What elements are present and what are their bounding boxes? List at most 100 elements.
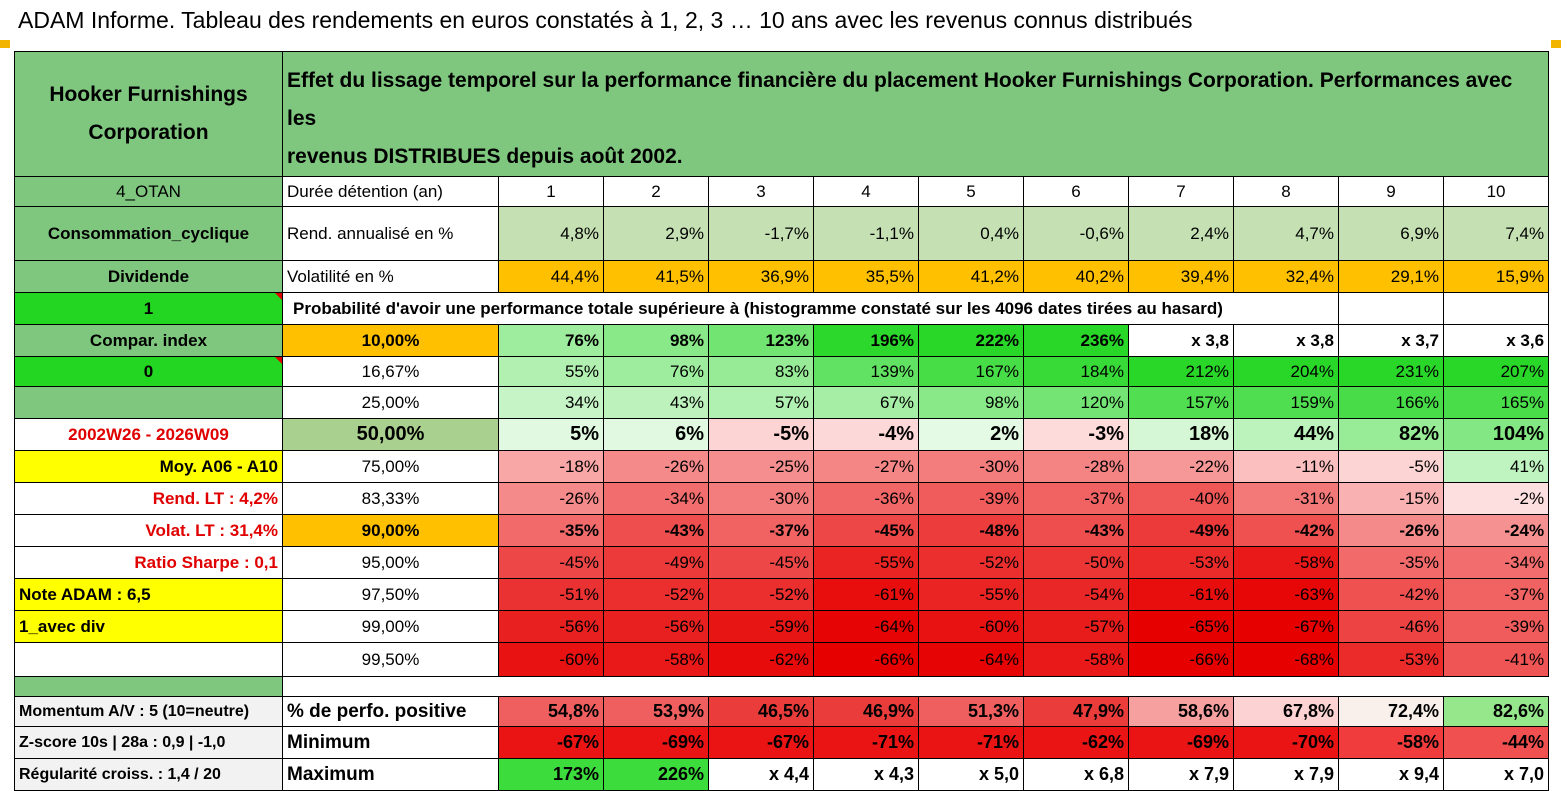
percentile-value: -62% [708,642,814,677]
duration-label: Durée détention (an) [282,176,499,207]
annualized-return-value: -1,7% [708,206,814,261]
percentile-value: -40% [1128,482,1234,515]
year-header-1: 1 [498,176,604,207]
maximum-label: Maximum [282,758,499,791]
duration-row: 4_OTAN Durée détention (an) 1 2 3 4 5 6 7 8 9 10 [14,176,1550,207]
percentile-value: -45% [813,514,919,547]
percentile-value: 76% [498,324,604,357]
volatility-label: Volatilité en % [282,260,499,293]
percentile-value: -50% [1023,546,1129,579]
percentile-value: -67% [1233,610,1339,643]
percentile-value: 212% [1128,356,1234,387]
volatility-value: 35,5% [813,260,919,293]
percentile-value: 83% [708,356,814,387]
percentile-value: -58% [603,642,709,677]
regularity-cell: Régularité croiss. : 1,4 / 20 [14,758,283,791]
percentile-value: -43% [1023,514,1129,547]
empty-cell [1442,292,1550,325]
percentile-value: -58% [1023,642,1129,677]
percentile-value: 57% [708,386,814,419]
percentile-value: -3% [1023,418,1129,451]
annualized-return-value: 2,9% [603,206,709,261]
pos-value: 47,9% [1023,696,1129,727]
percentile-row: Ratio Sharpe : 0,1 95,00% -45% -49% -45% -55%… [14,546,1550,579]
header-description-line2: revenus DISTRIBUES depuis août 2002. [287,145,683,168]
percentile-label: 75,00% [282,450,499,483]
max-value: 173% [498,758,604,791]
percentile-label: 99,00% [282,610,499,643]
percentile-value: -5% [1338,450,1444,483]
spacer-green-cell [14,676,283,697]
percentile-value: x 3,6 [1442,324,1550,357]
max-value: 226% [603,758,709,791]
percentile-row: Note ADAM : 6,5 97,50% -51% -52% -52% -61% -55… [14,578,1550,611]
percentile-value: -26% [603,450,709,483]
selector-1-cell[interactable]: 1 [14,292,283,325]
percentile-value: -64% [813,610,919,643]
percentile-value: -66% [813,642,919,677]
annualized-return-value: -0,6% [1023,206,1129,261]
corner-mark-right [1551,40,1561,48]
percentile-label: 95,00% [282,546,499,579]
dividend-cell: Dividende [14,260,283,293]
min-value: -62% [1023,726,1129,759]
percentile-value: -55% [813,546,919,579]
percentile-value: -34% [1442,546,1550,579]
min-value: -67% [708,726,814,759]
min-value: -70% [1233,726,1339,759]
year-header-3: 3 [708,176,814,207]
percentile-value: 120% [1023,386,1129,419]
percentile-row: Moy. A06 - A10 75,00% -18% -26% -25% -27% -30%… [14,450,1550,483]
max-value: x 7,0 [1442,758,1550,791]
percentile-value: 159% [1233,386,1339,419]
percentile-value: -59% [708,610,814,643]
percentile-value: -26% [498,482,604,515]
percentile-row: Compar. index 10,00% 76% 98% 123% 196% 222% 236… [14,324,1550,357]
pos-value: 46,5% [708,696,814,727]
percentile-value: -37% [1023,482,1129,515]
compar-index-cell: Compar. index [14,324,283,357]
pos-value: 51,3% [918,696,1024,727]
percentile-value: -51% [498,578,604,611]
percentile-value: 98% [918,386,1024,419]
volatility-value: 44,4% [498,260,604,293]
sharpe-ratio-cell: Ratio Sharpe : 0,1 [14,546,283,579]
percentile-value: 167% [918,356,1024,387]
percentile-value: -35% [498,514,604,547]
average-cell: Moy. A06 - A10 [14,450,283,483]
annualized-return-value: 2,4% [1128,206,1234,261]
annualized-return-value: 4,7% [1233,206,1339,261]
with-dividend-cell: 1_avec div [14,610,283,643]
sector-cell: Consommation_cyclique [14,206,283,261]
percentile-value: -5% [708,418,814,451]
percentile-value: -26% [1338,514,1444,547]
percentile-value: -65% [1128,610,1234,643]
percentile-value: 5% [498,418,604,451]
percentile-value: 196% [813,324,919,357]
volatility-value: 39,4% [1128,260,1234,293]
spacer-cell [281,676,1549,697]
percentile-row: 99,50% -60% -58% -62% -66% -64% -58% -66% -68% -5… [14,642,1550,677]
probability-title-row: 1 Probabilité d'avoir une performance tot… [14,292,1550,325]
max-value: x 7,9 [1128,758,1234,791]
percentile-value: -37% [708,514,814,547]
max-value: x 6,8 [1023,758,1129,791]
percentile-value: -31% [1233,482,1339,515]
percentile-label: 10,00% [282,324,499,357]
percentile-value: -52% [603,578,709,611]
percentile-value: -42% [1338,578,1444,611]
pos-value: 82,6% [1442,696,1550,727]
annualized-return-value: 4,8% [498,206,604,261]
long-term-volatility-cell: Volat. LT : 31,4% [14,514,283,547]
report-title: ADAM Informe. Tableau des rendements en … [0,0,1567,40]
percentile-value: -35% [1338,546,1444,579]
volatility-value: 32,4% [1233,260,1339,293]
minimum-label: Minimum [282,726,499,759]
selector-0-cell[interactable]: 0 [14,356,283,387]
blank-green-cell [14,386,283,419]
company-name-line2: Corporation [88,121,209,144]
percentile-value: -49% [1128,514,1234,547]
percentile-value: -48% [918,514,1024,547]
percentile-value: -18% [498,450,604,483]
percentile-row: 2002W26 - 2026W09 50,00% 5% 6% -5% -4% 2% -3% 18… [14,418,1550,451]
